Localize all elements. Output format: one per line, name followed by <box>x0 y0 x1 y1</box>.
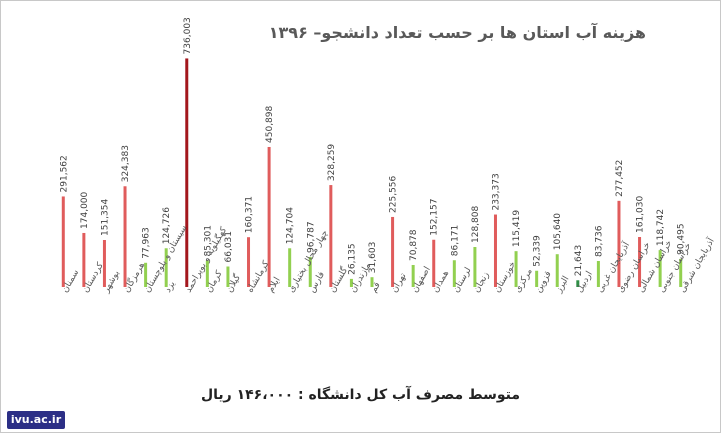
data-label: 115,419 <box>512 210 522 247</box>
bar <box>658 250 662 287</box>
data-label: 233,373 <box>491 173 501 210</box>
bar <box>555 254 559 287</box>
data-label: 291,562 <box>59 155 69 192</box>
data-label: 328,259 <box>327 144 337 181</box>
data-label: 77,963 <box>142 227 152 259</box>
bar <box>267 146 271 287</box>
bar <box>164 248 168 287</box>
data-label: 450,898 <box>265 105 275 142</box>
data-label: 277,452 <box>615 160 625 197</box>
data-label: 160,371 <box>245 196 255 233</box>
bar <box>432 239 436 287</box>
site-logo[interactable]: ivu.ac.ir <box>7 411 65 429</box>
bar <box>144 262 148 287</box>
data-label: 124,704 <box>286 207 296 244</box>
data-label: 70,878 <box>409 229 419 261</box>
bar <box>596 261 600 287</box>
data-label: 86,171 <box>450 225 460 256</box>
data-label: 161,030 <box>636 196 646 233</box>
bar <box>349 278 353 287</box>
data-label: 105,640 <box>553 213 563 250</box>
data-label: 31,603 <box>368 242 378 274</box>
bar <box>638 237 642 287</box>
data-label: 151,354 <box>100 199 110 236</box>
data-label: 83,736 <box>594 225 604 257</box>
bar <box>288 248 292 287</box>
bar <box>535 270 539 287</box>
data-label: 21,643 <box>574 245 584 277</box>
footer-caption: متوسط مصرف آب کل دانشگاه : ۱۴۶،۰۰۰ ریال <box>200 387 521 403</box>
bar <box>411 264 415 287</box>
bar <box>452 260 456 287</box>
data-label: 152,157 <box>430 199 440 236</box>
bar <box>391 216 395 287</box>
data-label: 66,031 <box>224 231 234 263</box>
bar <box>247 237 251 287</box>
bar <box>473 247 477 287</box>
x-tick-label: قم <box>369 281 383 295</box>
data-label: 52,339 <box>533 235 543 267</box>
data-label: 26,135 <box>347 243 357 275</box>
bar <box>185 58 189 288</box>
data-label: 174,000 <box>80 191 90 228</box>
bar <box>123 186 127 287</box>
data-label: 118,742 <box>656 209 666 246</box>
bar <box>308 256 312 287</box>
bar <box>370 277 374 287</box>
bar <box>329 185 333 287</box>
bar <box>493 214 497 287</box>
bar <box>226 266 230 287</box>
data-label: 324,383 <box>121 145 131 182</box>
bar <box>82 232 86 287</box>
bar <box>61 196 65 287</box>
data-label: 128,808 <box>471 206 481 243</box>
bar <box>576 280 580 287</box>
bar <box>205 260 209 287</box>
x-tick-label: گیلان <box>223 271 243 294</box>
data-label: 736,003 <box>183 17 193 54</box>
data-label: 90,495 <box>677 223 687 255</box>
data-label: 124,726 <box>162 207 172 244</box>
chart-title: هزینه آب استان ها بر حسب تعداد دانشجو– ۱… <box>268 23 646 42</box>
bar <box>617 200 621 287</box>
data-label: 225,556 <box>389 175 399 212</box>
data-label: 96,787 <box>306 221 316 253</box>
bar <box>514 251 518 287</box>
data-label: 85,301 <box>203 225 213 257</box>
bar <box>679 258 683 287</box>
bar <box>102 240 106 287</box>
